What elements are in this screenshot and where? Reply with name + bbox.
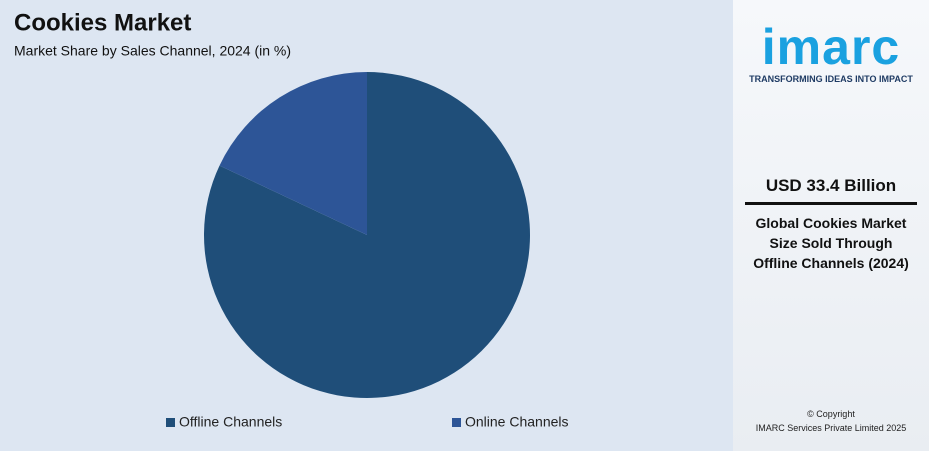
chart-subtitle: Market Share by Sales Channel, 2024 (in …	[14, 43, 291, 59]
copyright: © Copyright	[807, 409, 855, 419]
legend-swatch	[452, 418, 461, 427]
legend-label: Offline Channels	[179, 414, 282, 430]
company: IMARC Services Private Limited 2025	[755, 423, 907, 433]
headline: USD 33.4 Billion	[765, 176, 897, 195]
chart-title: Cookies Market	[14, 9, 191, 36]
pie-slice	[219, 71, 367, 235]
description: Global Cookies Market Size Sold Through …	[753, 215, 909, 271]
side-panel: imarc TRANSFORMING IDEAS INTO IMPACT USD…	[733, 0, 929, 451]
legend-label: Online Channels	[465, 414, 569, 430]
legend-swatch	[166, 418, 175, 427]
chart: Cookies Market Market Share by Sales Cha…	[14, 9, 569, 430]
divider	[745, 202, 917, 205]
logo: imarc	[761, 19, 901, 75]
tagline: TRANSFORMING IDEAS INTO IMPACT	[749, 74, 913, 84]
